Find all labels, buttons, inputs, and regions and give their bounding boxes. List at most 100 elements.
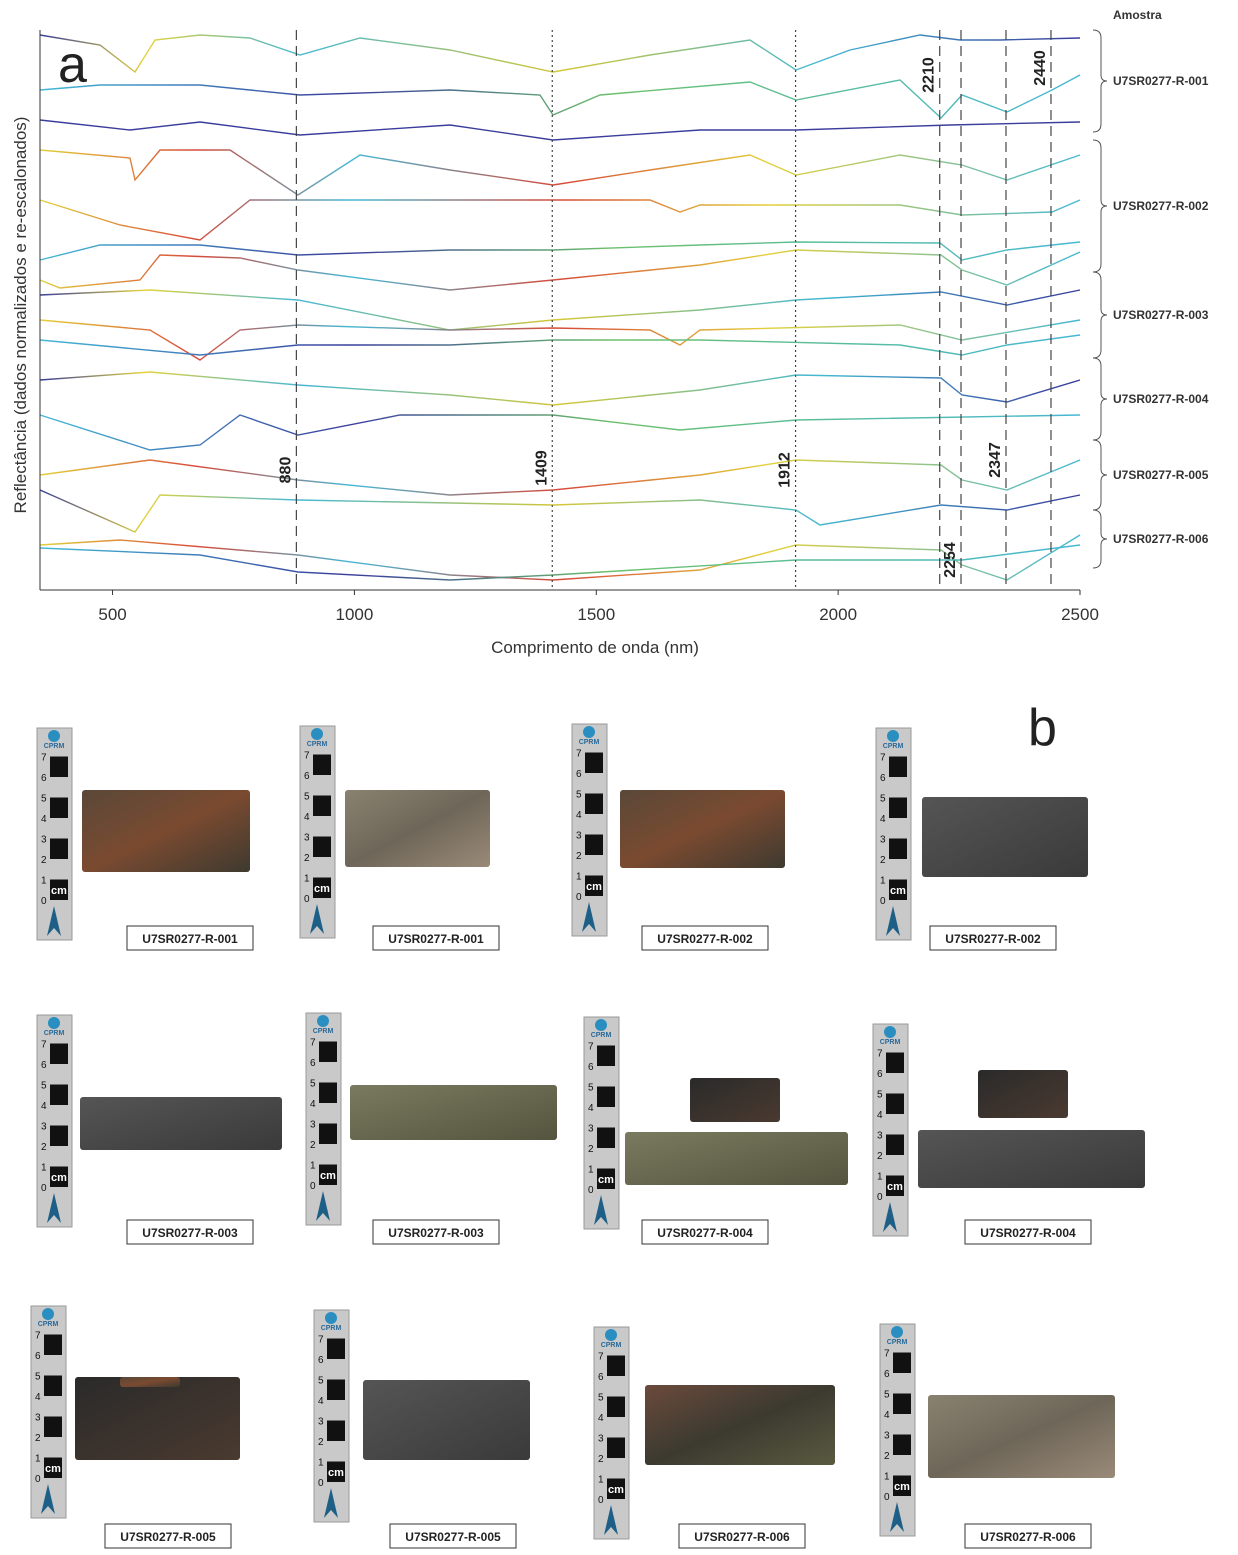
scale-block <box>889 839 907 860</box>
feature-label: 2347 <box>987 442 1004 478</box>
scale-mark: 5 <box>304 792 310 803</box>
scale-bar: CPRM01234567cm <box>37 728 72 940</box>
x-tick-label: 2500 <box>1061 605 1099 624</box>
rock-photo <box>620 790 785 868</box>
feature-label: 2440 <box>1032 50 1049 86</box>
scale-unit: cm <box>890 885 906 897</box>
scale-block <box>886 1094 904 1115</box>
rock-photo <box>918 1130 1145 1188</box>
sample-label: U7SR0277-R-004 <box>1113 392 1209 406</box>
scale-mark: 3 <box>310 1120 316 1131</box>
scale-unit: cm <box>314 883 330 895</box>
photo-label: U7SR0277-R-004 <box>657 1226 753 1240</box>
scale-mark: 2 <box>35 1433 41 1444</box>
scale-logo-text: CPRM <box>313 1028 334 1035</box>
scale-mark: 3 <box>41 835 47 846</box>
spectra <box>40 35 1080 580</box>
photo-label: U7SR0277-R-005 <box>405 1530 501 1544</box>
spectrum <box>40 200 1080 240</box>
scale-mark: 7 <box>880 753 886 764</box>
rock-photo <box>625 1132 848 1185</box>
scale-logo <box>891 1326 903 1338</box>
spectrum <box>40 250 1080 290</box>
rock-photo <box>350 1085 557 1140</box>
scale-block <box>313 837 331 858</box>
scale-mark: 4 <box>41 1101 47 1112</box>
scale-logo-text: CPRM <box>887 1339 908 1346</box>
scale-mark: 2 <box>576 851 582 862</box>
rock-photo <box>645 1385 835 1465</box>
photo-label: U7SR0277-R-001 <box>142 932 238 946</box>
scale-mark: 7 <box>318 1335 324 1346</box>
rock-photo <box>345 790 490 867</box>
scale-mark: 4 <box>877 1110 883 1121</box>
photo-label: U7SR0277-R-002 <box>657 932 753 946</box>
scale-mark: 6 <box>598 1372 604 1383</box>
scale-mark: 4 <box>576 810 582 821</box>
scale-mark: 1 <box>41 876 47 887</box>
photo-label: U7SR0277-R-001 <box>388 932 484 946</box>
spectrum <box>40 490 1080 532</box>
scale-mark: 6 <box>35 1351 41 1362</box>
scale-mark: 5 <box>598 1393 604 1404</box>
sample-brace <box>1093 30 1107 132</box>
scale-block <box>607 1397 625 1418</box>
spectrum <box>40 545 1080 580</box>
scale-mark: 3 <box>35 1413 41 1424</box>
rock-photo <box>363 1380 530 1460</box>
rock-photo <box>928 1395 1115 1478</box>
scale-logo-text: CPRM <box>883 743 904 750</box>
scale-mark: 0 <box>598 1495 604 1506</box>
scale-bar: CPRM01234567cm <box>37 1015 72 1227</box>
scale-block <box>607 1356 625 1377</box>
sample-brace <box>1093 440 1107 510</box>
scale-block <box>327 1421 345 1442</box>
photo-label: U7SR0277-R-004 <box>980 1226 1076 1240</box>
scale-logo-text: CPRM <box>601 1342 622 1349</box>
scale-block <box>319 1042 337 1063</box>
scale-mark: 4 <box>318 1396 324 1407</box>
scale-block <box>44 1376 62 1397</box>
scale-mark: 5 <box>884 1390 890 1401</box>
scale-mark: 5 <box>576 790 582 801</box>
scale-bar: CPRM01234567cm <box>873 1024 908 1236</box>
scale-bar: CPRM01234567cm <box>300 726 335 938</box>
scale-block <box>597 1128 615 1149</box>
scale-mark: 4 <box>304 812 310 823</box>
scale-bar: CPRM01234567cm <box>572 724 607 936</box>
spectrum <box>40 372 1080 405</box>
scale-mark: 2 <box>304 853 310 864</box>
scale-block <box>585 753 603 774</box>
rock-photo <box>82 790 250 872</box>
scale-logo-text: CPRM <box>38 1321 59 1328</box>
scale-mark: 0 <box>877 1192 883 1203</box>
spectrum <box>40 120 1080 140</box>
scale-logo <box>48 1017 60 1029</box>
scale-block <box>886 1135 904 1156</box>
sample-label: U7SR0277-R-001 <box>1113 74 1209 88</box>
scale-mark: 0 <box>41 1183 47 1194</box>
photo-label: U7SR0277-R-006 <box>694 1530 790 1544</box>
scale-mark: 5 <box>588 1083 594 1094</box>
photo-label: U7SR0277-R-006 <box>980 1530 1076 1544</box>
x-tick-label: 1500 <box>577 605 615 624</box>
scale-bar: CPRM01234567cm <box>314 1310 349 1522</box>
scale-mark: 0 <box>880 896 886 907</box>
scale-mark: 1 <box>880 876 886 887</box>
photo-label: U7SR0277-R-003 <box>388 1226 484 1240</box>
scale-block <box>889 757 907 778</box>
scale-mark: 0 <box>310 1181 316 1192</box>
sample-brace <box>1093 272 1107 358</box>
scale-block <box>607 1438 625 1459</box>
figure: a Reflectância (dados normalizados e re-… <box>0 0 1238 1555</box>
scale-logo-text: CPRM <box>44 1030 65 1037</box>
scale-block <box>313 796 331 817</box>
scale-unit: cm <box>51 885 67 897</box>
rock-photo <box>75 1377 240 1460</box>
x-axis-label: Comprimento de onda (nm) <box>491 638 699 657</box>
scale-mark: 2 <box>880 855 886 866</box>
scale-block <box>597 1087 615 1108</box>
photo-label: U7SR0277-R-003 <box>142 1226 238 1240</box>
scale-mark: 1 <box>310 1161 316 1172</box>
sample-label: U7SR0277-R-002 <box>1113 199 1209 213</box>
